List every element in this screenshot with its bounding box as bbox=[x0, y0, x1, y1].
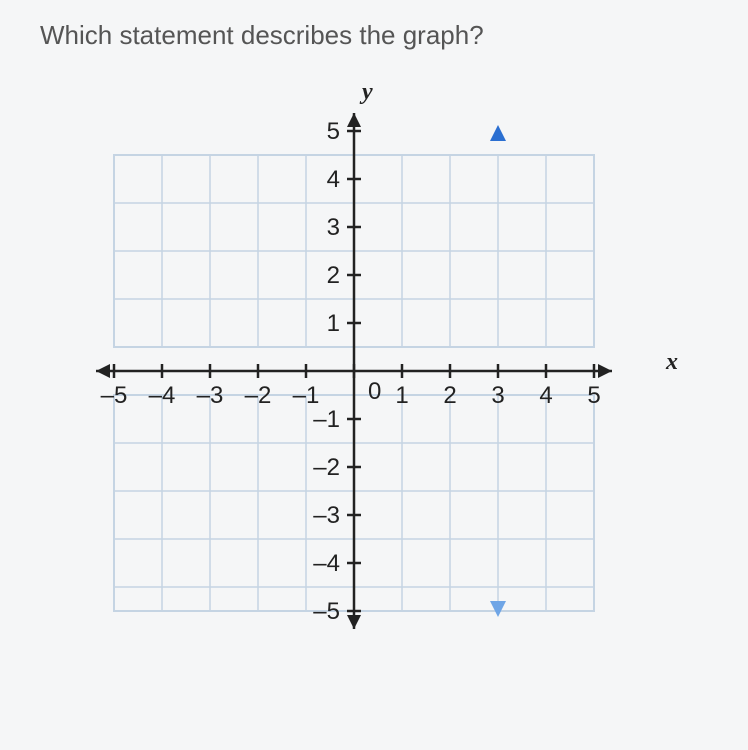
svg-text:2: 2 bbox=[327, 262, 340, 289]
svg-text:–3: –3 bbox=[197, 382, 224, 409]
svg-text:–1: –1 bbox=[313, 406, 340, 433]
svg-text:–5: –5 bbox=[313, 598, 340, 625]
svg-text:4: 4 bbox=[327, 166, 340, 193]
svg-text:–4: –4 bbox=[149, 382, 176, 409]
svg-text:–2: –2 bbox=[245, 382, 272, 409]
coordinate-graph: y x –5–4–3–2–112345012345–1–2–3–4–5 bbox=[54, 81, 694, 681]
svg-text:–1: –1 bbox=[293, 382, 320, 409]
svg-text:5: 5 bbox=[327, 118, 340, 145]
x-axis-label: x bbox=[666, 349, 678, 376]
svg-text:–5: –5 bbox=[101, 382, 128, 409]
svg-text:1: 1 bbox=[327, 310, 340, 337]
svg-text:3: 3 bbox=[327, 214, 340, 241]
graph-canvas: –5–4–3–2–112345012345–1–2–3–4–5 bbox=[54, 81, 694, 681]
svg-text:2: 2 bbox=[443, 382, 456, 409]
svg-text:–3: –3 bbox=[313, 502, 340, 529]
svg-text:1: 1 bbox=[395, 382, 408, 409]
question-text: Which statement describes the graph? bbox=[40, 20, 708, 51]
svg-text:0: 0 bbox=[368, 378, 381, 405]
svg-text:5: 5 bbox=[587, 382, 600, 409]
svg-text:4: 4 bbox=[539, 382, 552, 409]
svg-text:–4: –4 bbox=[313, 550, 340, 577]
y-axis-label: y bbox=[362, 79, 373, 106]
svg-text:–2: –2 bbox=[313, 454, 340, 481]
